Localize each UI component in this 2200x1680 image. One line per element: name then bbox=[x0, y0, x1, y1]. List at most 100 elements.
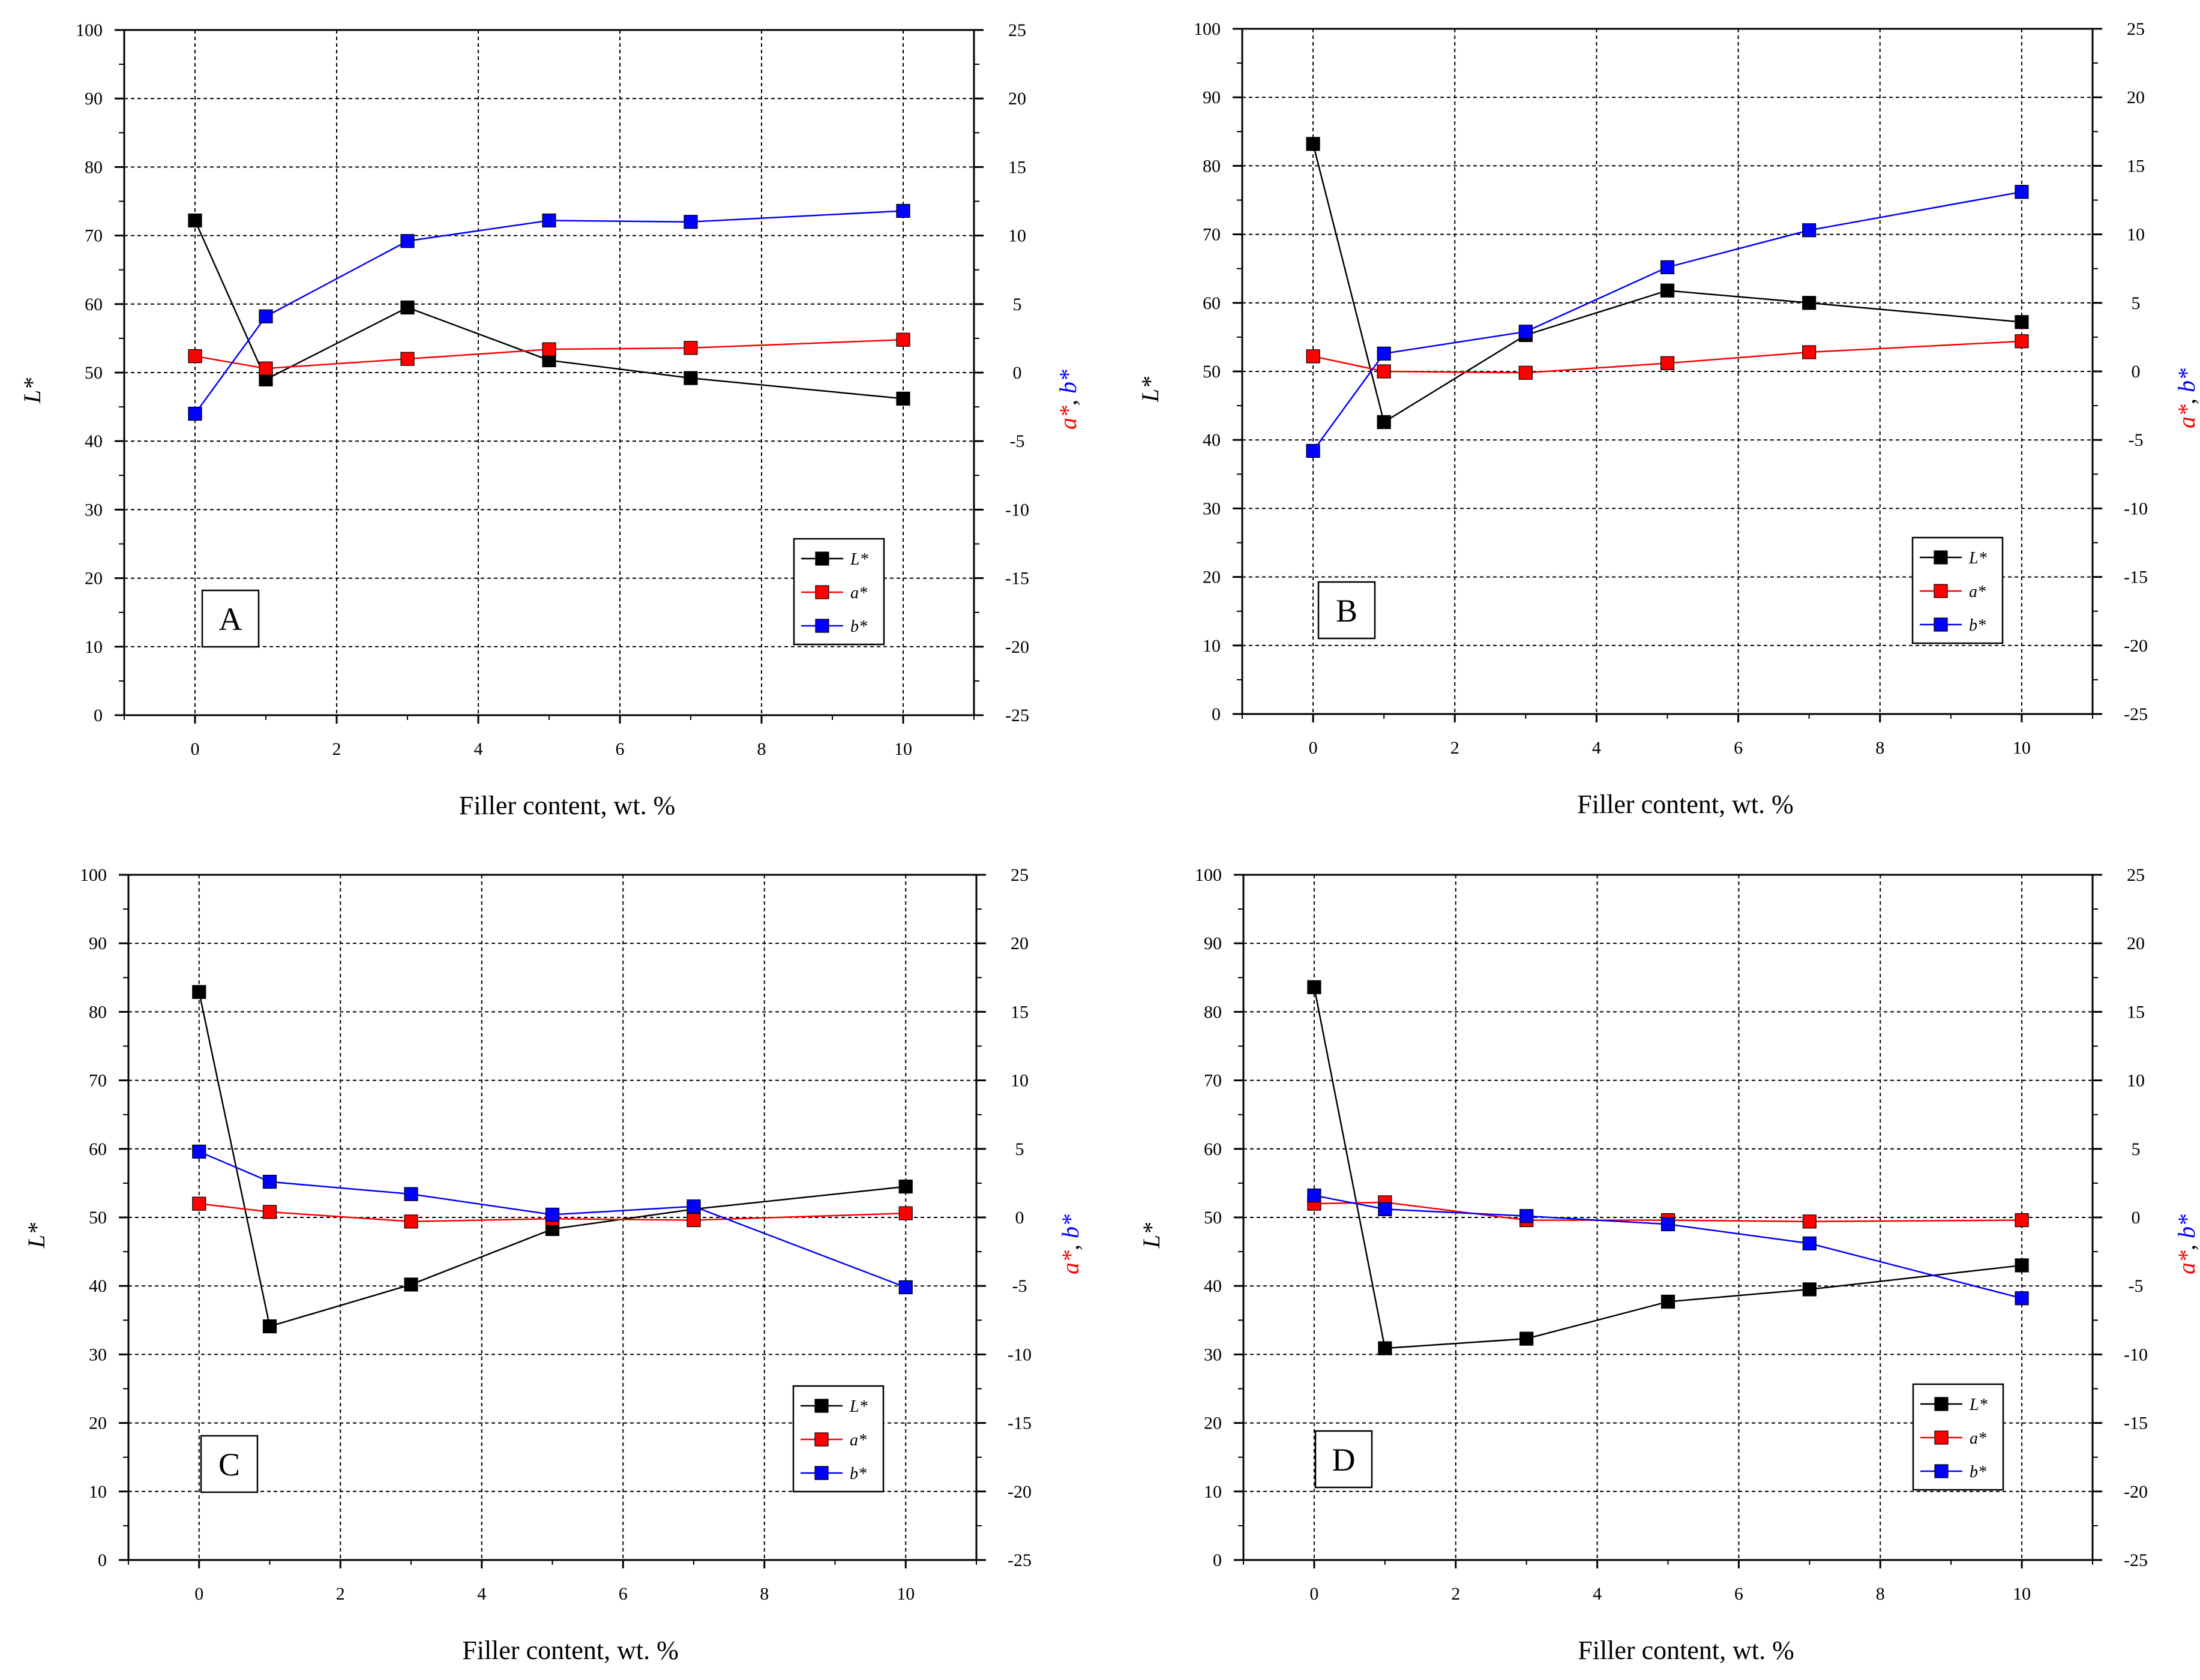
legend-label: b* bbox=[1970, 1463, 1986, 1481]
x-tick-label: 0 bbox=[191, 739, 200, 759]
x-tick-label: 0 bbox=[1309, 1584, 1318, 1604]
data-point bbox=[1519, 1209, 1534, 1223]
data-point bbox=[262, 1319, 277, 1334]
x-tick-label: 0 bbox=[194, 1584, 203, 1604]
legend-label: b* bbox=[1969, 616, 1986, 635]
series-line bbox=[1314, 1195, 2022, 1299]
y-left-tick-label: 90 bbox=[1204, 934, 1222, 953]
legend-label: a* bbox=[1970, 1429, 1986, 1448]
y-left-tick-label: 100 bbox=[1195, 865, 1222, 885]
legend-label: a* bbox=[1969, 583, 1986, 601]
y-right-tick-label: -10 bbox=[2124, 1345, 2148, 1364]
y-left-tick-label: 30 bbox=[1204, 1345, 1222, 1364]
data-point bbox=[188, 213, 202, 228]
data-point bbox=[896, 332, 910, 347]
series-line bbox=[199, 1202, 906, 1223]
y-right-tick-label: 15 bbox=[2127, 1002, 2145, 1022]
y-left-tick-label: 70 bbox=[89, 1071, 107, 1091]
y-left-tick-label: 100 bbox=[80, 865, 107, 885]
legend-swatch-marker bbox=[815, 585, 829, 599]
grid bbox=[1243, 875, 2093, 1560]
data-point bbox=[542, 213, 556, 228]
series-line bbox=[194, 338, 904, 370]
y-left-tick-label: 100 bbox=[1194, 19, 1221, 39]
chart-panel-c: 0 2 4 6 8 100102030405060708090100-25-20-15-1… bbox=[23, 865, 1084, 1665]
data-point bbox=[192, 985, 206, 999]
legend-label: b* bbox=[850, 1465, 867, 1483]
data-point bbox=[404, 1187, 418, 1201]
y-left-tick-label: 0 bbox=[94, 706, 103, 725]
y-right-tick-label: 0 bbox=[2132, 362, 2141, 382]
data-point bbox=[898, 1206, 913, 1220]
y-right-tick-label: -15 bbox=[2124, 568, 2148, 587]
data-point bbox=[687, 1213, 701, 1228]
data-point bbox=[2015, 1213, 2029, 1228]
y-right-tick-label: 15 bbox=[1011, 1002, 1029, 1022]
y-right-tick-label: 0 bbox=[2132, 1208, 2141, 1228]
data-point bbox=[1802, 1236, 1817, 1250]
series-a-star bbox=[188, 332, 910, 376]
x-tick-label: 4 bbox=[477, 1584, 486, 1604]
data-point bbox=[1802, 1282, 1817, 1297]
y-left-tick-label: 10 bbox=[1204, 1482, 1222, 1502]
data-point bbox=[1802, 223, 1817, 238]
data-point bbox=[1307, 980, 1321, 994]
legend: L* a* b* bbox=[1912, 1383, 2004, 1491]
legend: L* a* b* bbox=[792, 1385, 885, 1493]
series-line bbox=[194, 210, 904, 415]
y-left-tick-label: 40 bbox=[1203, 430, 1221, 450]
y-right-title-a: a* bbox=[1054, 406, 1081, 430]
legend-swatch-marker bbox=[814, 1399, 829, 1413]
series-a-star bbox=[1306, 334, 2029, 380]
x-tick-label: 4 bbox=[474, 739, 483, 759]
data-point bbox=[1306, 443, 1320, 458]
data-point bbox=[896, 203, 910, 218]
y-left-axis-title: L* bbox=[1138, 1223, 1165, 1249]
y-left-tick-label: 60 bbox=[85, 295, 103, 314]
legend-swatch-marker bbox=[814, 1432, 829, 1447]
y-left-tick-label: 0 bbox=[1213, 1550, 1222, 1570]
series-line bbox=[1313, 987, 2022, 1349]
legend-swatch-marker bbox=[1934, 550, 1948, 565]
x-tick-label: 4 bbox=[1592, 738, 1601, 758]
data-point bbox=[262, 1205, 277, 1219]
y-left-tick-label: 30 bbox=[85, 500, 103, 520]
y-left-tick-label: 20 bbox=[85, 569, 103, 589]
data-point bbox=[404, 1214, 418, 1229]
data-point bbox=[1661, 1294, 1676, 1309]
data-point bbox=[684, 341, 698, 355]
data-point bbox=[1661, 1217, 1676, 1232]
panel-label-box bbox=[200, 1435, 259, 1493]
legend-swatch-marker bbox=[815, 551, 829, 566]
data-point bbox=[898, 1280, 913, 1295]
y-right-tick-label: 25 bbox=[1011, 865, 1029, 885]
data-point bbox=[400, 234, 415, 248]
y-left-axis-title: L* bbox=[19, 378, 46, 404]
y-right-tick-label: 0 bbox=[1013, 363, 1022, 383]
y-right-tick-label: -5 bbox=[1012, 1276, 1027, 1296]
x-tick-label: 2 bbox=[336, 1584, 345, 1604]
data-point bbox=[542, 342, 556, 356]
data-point bbox=[400, 300, 415, 315]
data-point bbox=[684, 371, 698, 385]
data-point bbox=[188, 349, 202, 364]
series-a-star bbox=[192, 1196, 913, 1229]
data-point bbox=[1802, 345, 1817, 359]
series-l-star bbox=[192, 985, 913, 1334]
y-right-tick-label: 20 bbox=[1011, 934, 1029, 953]
data-point bbox=[262, 1175, 277, 1189]
y-right-title-sep: , bbox=[1054, 394, 1081, 406]
x-tick-label: 10 bbox=[894, 739, 912, 759]
legend-label: a* bbox=[850, 584, 867, 602]
y-right-tick-label: 20 bbox=[1008, 89, 1026, 109]
legend-swatch-marker bbox=[814, 1466, 829, 1480]
y-left-axis-title: L* bbox=[23, 1223, 50, 1249]
panel-label: A bbox=[201, 589, 260, 648]
data-point bbox=[259, 309, 273, 323]
series-l-star bbox=[1307, 980, 2029, 1355]
data-point bbox=[192, 1144, 206, 1159]
data-point bbox=[400, 352, 415, 366]
y-right-tick-label: -5 bbox=[1010, 431, 1025, 451]
panel-label: D bbox=[1314, 1430, 1373, 1489]
y-right-tick-label: 25 bbox=[2127, 865, 2145, 885]
